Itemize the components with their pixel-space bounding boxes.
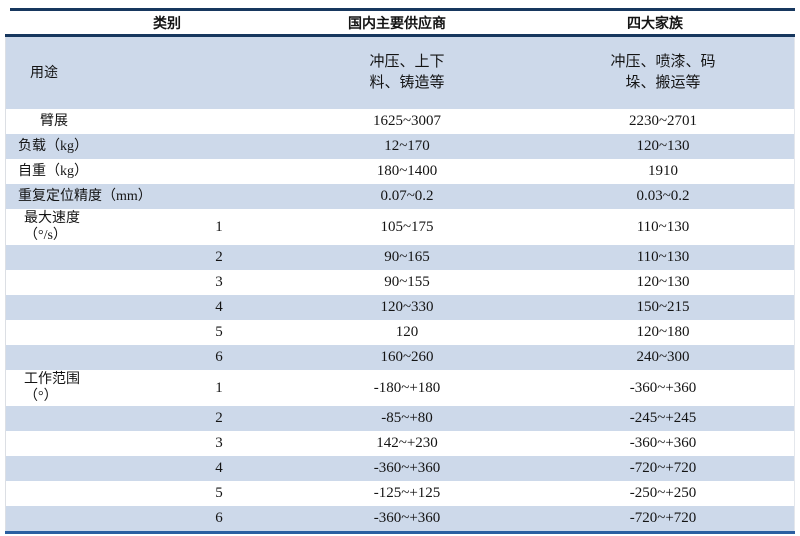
table-row: 3 90~155 120~130	[6, 270, 794, 295]
value-domestic: -360~+360	[373, 460, 441, 476]
row-label: 臂展	[40, 114, 68, 129]
value-bigfour: 0.03~0.2	[636, 188, 690, 204]
row-axis-index: 3	[215, 435, 223, 451]
table-row: 5 -125~+125 -250~+250	[6, 481, 794, 506]
value-bigfour: 冲压、喷漆、码 垛、搬运等	[610, 54, 716, 91]
table-row: 最大速度 （°/s） 1 105~175 110~130	[6, 209, 794, 245]
header-big-four: 四大家族	[627, 16, 683, 32]
header-domestic-suppliers: 国内主要供应商	[348, 16, 446, 32]
row-axis-index: 4	[215, 460, 223, 476]
row-label	[6, 481, 156, 506]
row-axis-index: 6	[215, 510, 223, 526]
bottom-rule	[5, 531, 795, 534]
row-label: 最大速度 （°/s）	[24, 211, 80, 243]
table-row: 臂展 1625~3007 2230~2701	[6, 109, 794, 134]
row-axis-index: 1	[215, 218, 223, 235]
value-bigfour: 240~300	[636, 349, 690, 365]
row-label	[6, 345, 156, 370]
value-bigfour: 120~130	[636, 274, 690, 290]
value-domestic: 142~+230	[376, 435, 438, 451]
row-label: 重复定位精度（mm）	[18, 189, 152, 204]
row-label	[6, 431, 156, 456]
value-bigfour: -250~+250	[629, 485, 697, 501]
row-label	[6, 295, 156, 320]
comparison-table: 类别 国内主要供应商 四大家族 用途 冲压、上下 料、铸造等 冲压、喷漆、码 垛、搬…	[5, 8, 795, 534]
value-bigfour: -360~+360	[629, 435, 697, 451]
value-bigfour: 120~180	[636, 324, 690, 340]
row-label	[6, 320, 156, 345]
table-row: 4 -360~+360 -720~+720	[6, 456, 794, 481]
value-domestic: -125~+125	[373, 485, 441, 501]
row-label	[6, 245, 156, 270]
row-axis-index	[156, 109, 282, 134]
value-domestic: -180~+180	[373, 379, 441, 396]
row-axis-index: 2	[215, 410, 223, 426]
value-domestic: 105~175	[380, 218, 434, 235]
row-axis-index: 3	[215, 274, 223, 290]
value-bigfour: 110~130	[636, 218, 690, 235]
row-label: 用途	[30, 65, 58, 81]
value-domestic: 90~155	[384, 274, 430, 290]
value-domestic: 120~330	[380, 299, 434, 315]
value-domestic: 90~165	[384, 249, 430, 265]
value-bigfour: 120~130	[636, 138, 690, 154]
value-domestic: -360~+360	[373, 510, 441, 526]
value-domestic: 0.07~0.2	[380, 188, 434, 204]
row-label	[6, 406, 156, 431]
row-axis-index	[156, 159, 282, 184]
row-label	[6, 270, 156, 295]
value-bigfour: -360~+360	[629, 379, 697, 396]
table-row: 自重（kg） 180~1400 1910	[6, 159, 794, 184]
table-row: 负载（kg） 12~170 120~130	[6, 134, 794, 159]
row-label: 自重（kg）	[18, 164, 88, 179]
table-row: 用途 冲压、上下 料、铸造等 冲压、喷漆、码 垛、搬运等	[6, 37, 794, 109]
value-domestic: 冲压、上下 料、铸造等	[369, 54, 445, 91]
row-axis-index: 6	[215, 349, 223, 365]
value-domestic: 160~260	[380, 349, 434, 365]
value-bigfour: 2230~2701	[628, 113, 698, 129]
table-body: 用途 冲压、上下 料、铸造等 冲压、喷漆、码 垛、搬运等 臂展 1625~3007 223…	[5, 37, 795, 531]
row-label	[6, 456, 156, 481]
row-axis-index	[156, 37, 282, 109]
value-bigfour: -720~+720	[629, 460, 697, 476]
row-axis-index: 2	[215, 249, 223, 265]
top-rule	[10, 8, 795, 11]
value-bigfour: -245~+245	[629, 410, 697, 426]
table-row: 2 90~165 110~130	[6, 245, 794, 270]
table-row: 工作范围 （°） 1 -180~+180 -360~+360	[6, 370, 794, 406]
row-label: 工作范围 （°）	[24, 372, 80, 404]
table-row: 重复定位精度（mm） 0.07~0.2 0.03~0.2	[6, 184, 794, 209]
table-row: 5 120 120~180	[6, 320, 794, 345]
table-header: 类别 国内主要供应商 四大家族	[5, 11, 795, 34]
value-domestic: -85~+80	[381, 410, 433, 426]
header-rule	[5, 34, 795, 37]
table-row: 2 -85~+80 -245~+245	[6, 406, 794, 431]
value-domestic: 12~170	[384, 138, 430, 154]
header-category: 类别	[153, 16, 181, 32]
table-row: 3 142~+230 -360~+360	[6, 431, 794, 456]
row-label	[6, 506, 156, 531]
table-row: 4 120~330 150~215	[6, 295, 794, 320]
row-axis-index: 1	[215, 379, 223, 396]
table-row: 6 -360~+360 -720~+720	[6, 506, 794, 531]
row-axis-index: 5	[215, 324, 223, 340]
value-bigfour: -720~+720	[629, 510, 697, 526]
value-domestic: 1625~3007	[372, 113, 442, 129]
row-axis-index	[156, 134, 282, 159]
table-row: 6 160~260 240~300	[6, 345, 794, 370]
value-domestic: 180~1400	[376, 163, 438, 179]
row-axis-index: 5	[215, 485, 223, 501]
row-label: 负载（kg）	[18, 139, 88, 154]
value-bigfour: 110~130	[636, 249, 690, 265]
value-bigfour: 1910	[648, 163, 678, 179]
value-domestic: 120	[395, 324, 419, 340]
row-axis-index: 4	[215, 299, 223, 315]
row-axis-index	[156, 184, 282, 209]
value-bigfour: 150~215	[636, 299, 690, 315]
